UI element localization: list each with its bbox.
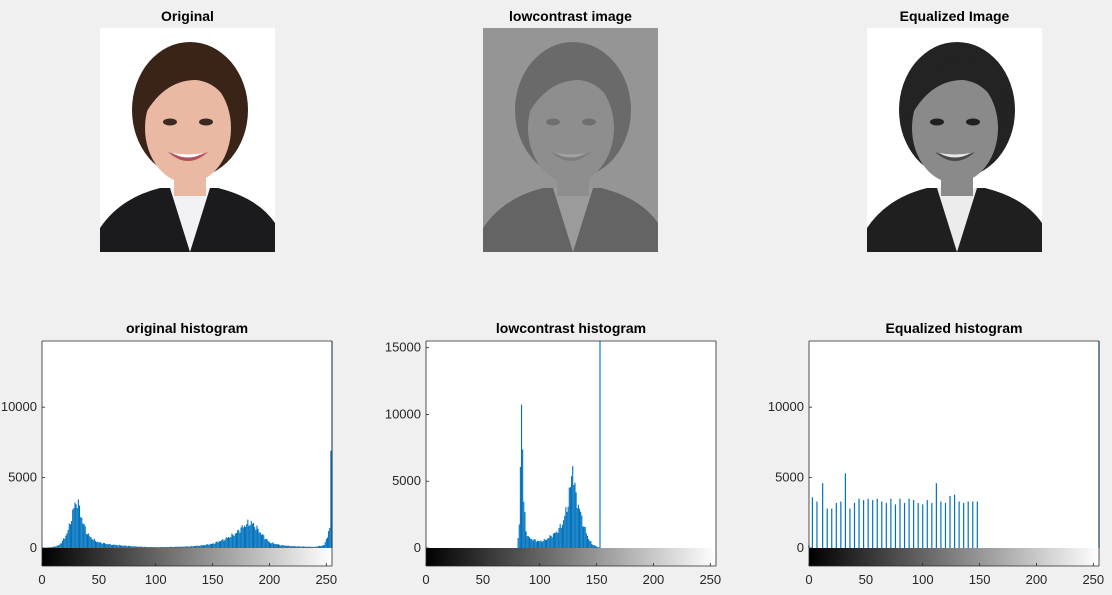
x-tick-label: 0 [805,572,812,587]
x-tick-label: 200 [1026,572,1048,587]
lowcontrast-photo [483,28,658,252]
x-tick-label: 0 [422,572,429,587]
y-tick-label: 0 [414,540,421,555]
x-tick-label: 150 [586,572,608,587]
y-tick-label: 0 [797,540,804,555]
x-tick-label: 150 [202,572,224,587]
x-tick-label: 250 [699,572,721,587]
histogram-original: 0 5000 10000 0 50 100 150 200 250 [1,340,337,587]
x-tick-label: 100 [145,572,167,587]
x-tick-label: 150 [969,572,991,587]
x-tick-label: 50 [92,572,106,587]
histogram-equalized: 0 5000 10000 0 50 100 150 200 250 [768,340,1104,587]
y-tick-label: 15000 [385,340,421,355]
equalized-photo [867,28,1042,252]
x-tick-label: 100 [912,572,934,587]
gray-colorbar [809,548,1099,566]
original-photo [100,28,275,252]
y-tick-label: 5000 [8,470,37,485]
x-tick-label: 250 [1082,572,1104,587]
x-tick-label: 250 [315,572,337,587]
chart-title-equalized: Equalized histogram [885,320,1023,336]
y-tick-label: 10000 [385,406,421,421]
image-title-lowcontrast: lowcontrast image [509,8,632,24]
x-tick-label: 100 [529,572,551,587]
histogram-lowcontrast: 0 5000 10000 15000 0 50 100 150 200 250 [385,340,721,587]
chart-title-lowcontrast: lowcontrast histogram [495,320,647,336]
x-tick-label: 200 [259,572,281,587]
histogram-bars [517,341,601,548]
y-tick-label: 5000 [392,473,421,488]
x-tick-label: 0 [38,572,45,587]
y-tick-label: 0 [30,540,37,555]
y-tick-label: 10000 [1,399,37,414]
x-tick-label: 50 [476,572,490,587]
plot-area [42,341,332,566]
x-tick-label: 50 [859,572,873,587]
y-tick-label: 10000 [768,399,804,414]
histogram-bars [42,341,333,548]
image-title-original: Original [161,8,214,24]
gray-colorbar [426,548,716,566]
chart-title-original: original histogram [125,320,249,336]
image-title-equalized: Equalized Image [899,8,1010,24]
x-tick-label: 200 [643,572,665,587]
plot-area [426,341,716,566]
gray-colorbar [42,548,332,566]
y-tick-label: 5000 [775,470,804,485]
